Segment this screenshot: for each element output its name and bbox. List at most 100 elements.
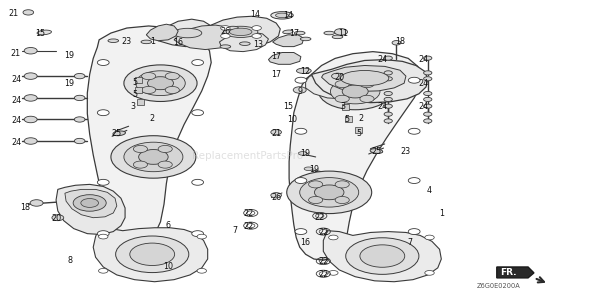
Polygon shape (289, 52, 422, 260)
Circle shape (97, 110, 109, 116)
Polygon shape (219, 32, 268, 52)
Ellipse shape (74, 73, 85, 79)
Ellipse shape (332, 35, 343, 39)
Ellipse shape (424, 112, 432, 116)
Text: 6: 6 (166, 221, 171, 230)
Circle shape (111, 136, 196, 178)
Circle shape (142, 73, 156, 80)
Polygon shape (497, 267, 534, 278)
Text: 19: 19 (64, 79, 75, 88)
Ellipse shape (23, 10, 34, 15)
Text: 25: 25 (371, 147, 382, 155)
Polygon shape (174, 25, 239, 50)
Text: 10: 10 (287, 115, 297, 124)
Ellipse shape (384, 77, 392, 81)
Circle shape (319, 73, 392, 110)
Circle shape (329, 271, 338, 275)
Circle shape (124, 65, 197, 101)
Text: 24: 24 (11, 138, 22, 147)
Ellipse shape (228, 26, 238, 30)
Text: 1: 1 (150, 37, 155, 46)
Ellipse shape (384, 71, 392, 75)
Ellipse shape (37, 30, 51, 35)
Text: 26: 26 (220, 27, 231, 36)
Polygon shape (312, 60, 428, 103)
Polygon shape (268, 53, 301, 64)
Circle shape (342, 85, 368, 98)
Text: 4: 4 (427, 186, 432, 195)
Text: 22: 22 (314, 213, 325, 222)
Ellipse shape (424, 91, 432, 96)
Ellipse shape (271, 193, 281, 198)
Ellipse shape (74, 117, 85, 122)
Ellipse shape (304, 167, 313, 171)
Text: 5: 5 (132, 90, 137, 99)
Text: 16: 16 (173, 38, 183, 47)
Ellipse shape (384, 56, 392, 60)
Circle shape (295, 77, 307, 83)
Circle shape (99, 268, 108, 273)
Circle shape (295, 229, 307, 235)
Text: 23: 23 (122, 37, 132, 46)
Circle shape (165, 86, 179, 94)
Text: 17: 17 (289, 29, 299, 37)
Text: ReplacementPartsPro: ReplacementPartsPro (192, 151, 303, 161)
Circle shape (148, 77, 173, 90)
Circle shape (309, 196, 323, 204)
Circle shape (300, 178, 359, 207)
Circle shape (287, 171, 372, 214)
Text: 25: 25 (112, 129, 122, 138)
Text: 24: 24 (418, 102, 429, 111)
Text: 21: 21 (271, 129, 281, 138)
Text: 21: 21 (8, 9, 18, 18)
Ellipse shape (298, 152, 307, 155)
Ellipse shape (384, 97, 392, 101)
Polygon shape (158, 19, 214, 47)
Text: 21: 21 (10, 49, 21, 58)
Circle shape (221, 26, 230, 30)
Ellipse shape (293, 87, 306, 93)
Bar (135, 77, 142, 83)
Text: 15: 15 (283, 102, 293, 111)
Text: 24: 24 (377, 55, 388, 64)
Ellipse shape (297, 68, 312, 73)
Circle shape (81, 199, 99, 207)
Ellipse shape (24, 73, 37, 79)
Polygon shape (87, 26, 211, 245)
Circle shape (408, 229, 420, 235)
Circle shape (158, 145, 172, 153)
Circle shape (408, 128, 420, 134)
Circle shape (335, 181, 349, 188)
Ellipse shape (392, 41, 401, 45)
Polygon shape (65, 189, 117, 218)
Ellipse shape (424, 71, 432, 75)
Circle shape (335, 95, 349, 102)
Ellipse shape (52, 215, 64, 221)
Text: Z6G0E0200A: Z6G0E0200A (477, 283, 520, 289)
Text: 2: 2 (150, 114, 155, 123)
Ellipse shape (384, 91, 392, 96)
Ellipse shape (384, 112, 392, 116)
Polygon shape (127, 70, 195, 98)
Circle shape (192, 60, 204, 65)
Bar (355, 127, 362, 133)
Bar (345, 116, 352, 122)
Text: 17: 17 (271, 70, 281, 79)
Text: FR.: FR. (500, 268, 517, 277)
Circle shape (97, 231, 109, 237)
Circle shape (329, 235, 338, 240)
Polygon shape (273, 35, 304, 47)
Ellipse shape (24, 95, 37, 101)
Circle shape (99, 234, 108, 239)
Ellipse shape (294, 31, 305, 35)
Text: 20: 20 (51, 214, 61, 223)
Bar (135, 87, 142, 93)
Ellipse shape (384, 104, 392, 108)
Ellipse shape (24, 47, 37, 54)
Text: 24: 24 (11, 117, 22, 125)
Text: 19: 19 (300, 150, 311, 158)
Circle shape (165, 73, 179, 80)
Text: 14: 14 (283, 11, 293, 20)
Text: 5: 5 (345, 115, 349, 124)
Ellipse shape (24, 138, 37, 144)
